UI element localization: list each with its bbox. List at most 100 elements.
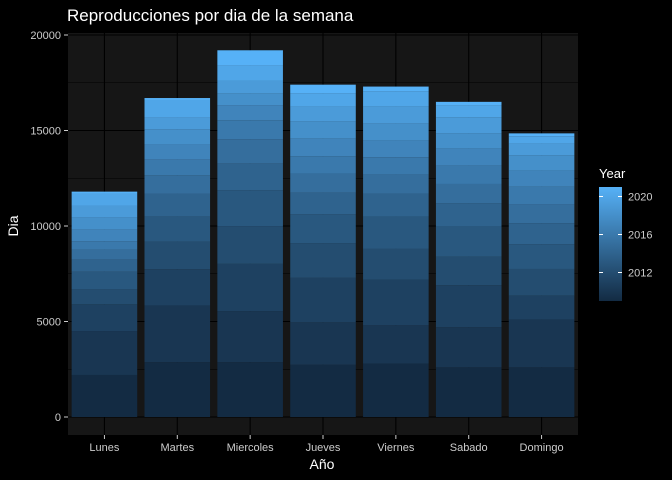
bar-segment: [508, 268, 575, 296]
bar-segment: [71, 229, 138, 242]
bar-segment: [508, 155, 575, 171]
bar-segment: [217, 93, 283, 106]
bar-segment: [290, 156, 356, 174]
bar-segment: [144, 305, 211, 363]
bar-segment: [363, 216, 429, 249]
y-axis-title: Dia: [5, 215, 21, 236]
x-axis-title: Año: [310, 456, 335, 472]
bar-segment: [290, 106, 356, 122]
bar-sabado: [435, 101, 502, 417]
bar-segment: [290, 84, 356, 94]
bar-segment: [435, 101, 502, 106]
legend-tick-label: 2016: [628, 230, 652, 242]
bar-segment: [217, 139, 283, 164]
bar-segment: [144, 241, 211, 270]
bar-segment: [363, 91, 429, 107]
bar-segment: [508, 186, 575, 205]
bar-segment: [144, 216, 211, 242]
bar-segment: [144, 362, 211, 417]
bar-segment: [144, 99, 211, 118]
bar-segment: [144, 98, 211, 100]
bar-segment: [217, 105, 283, 121]
bar-segment: [71, 304, 138, 332]
bar-segment: [435, 117, 502, 134]
x-tick-label: Martes: [160, 442, 194, 454]
bar-segment: [71, 331, 138, 375]
bar-segment: [290, 121, 356, 139]
bar-segment: [217, 80, 283, 94]
legend-ticks: 2012 2016 2020: [599, 192, 652, 280]
bar-segment: [144, 193, 211, 217]
bar-segment: [290, 322, 356, 365]
bar-segment: [71, 217, 138, 230]
bar-segment: [290, 173, 356, 193]
bar-segment: [144, 269, 211, 306]
bar-segment: [217, 163, 283, 191]
bar-miercoles: [217, 50, 283, 417]
bar-segment: [71, 193, 138, 206]
bar-segment: [71, 205, 138, 218]
y-tick-label: 5000: [37, 317, 61, 329]
bar-segment: [435, 256, 502, 286]
y-tick-label: 10000: [30, 221, 61, 233]
bar-segment: [363, 193, 429, 217]
legend-title: Year: [599, 166, 626, 181]
bar-segment: [290, 243, 356, 278]
bar-segment: [363, 174, 429, 194]
bar-lunes: [71, 191, 138, 417]
bar-martes: [144, 98, 211, 417]
bar-segment: [508, 204, 575, 224]
bar-segment: [508, 133, 575, 137]
x-tick-label: Viernes: [377, 442, 415, 454]
bar-segment: [435, 183, 502, 204]
legend: Year 2012 2016 2020: [599, 166, 652, 301]
bar-segment: [508, 170, 575, 187]
bar-viernes: [363, 86, 429, 417]
x-tick-label: Domingo: [520, 442, 564, 454]
bar-segment: [435, 367, 502, 417]
bar-segment: [363, 86, 429, 92]
bar-segment: [435, 285, 502, 328]
bar-segment: [435, 148, 502, 166]
bar-segment: [71, 374, 138, 417]
x-axis: Lunes Martes Miercoles Jueves Viernes Sabado D…: [89, 435, 564, 454]
bar-segment: [217, 263, 283, 312]
bar-segment: [144, 159, 211, 176]
x-tick-label: Sabado: [450, 442, 488, 454]
x-tick-label: Lunes: [89, 442, 119, 454]
bar-segment: [363, 157, 429, 175]
bar-segment: [71, 271, 138, 290]
bar-segment: [363, 106, 429, 124]
bar-domingo: [508, 133, 575, 417]
y-tick-label: 20000: [30, 30, 61, 42]
bar-segment: [144, 129, 211, 145]
bar-segment: [290, 214, 356, 244]
bar-segment: [217, 190, 283, 227]
legend-colorbar: [599, 187, 622, 301]
bar-segment: [144, 175, 211, 194]
bar-segment: [71, 249, 138, 260]
bar-segment: [217, 65, 283, 81]
bar-segment: [217, 50, 283, 66]
bar-segment: [71, 241, 138, 250]
bar-segment: [363, 248, 429, 280]
bar-segment: [290, 192, 356, 215]
bar-segment: [290, 93, 356, 107]
bar-segment: [435, 327, 502, 368]
x-tick-label: Miercoles: [227, 442, 275, 454]
bar-segment: [217, 311, 283, 363]
bar-segment: [435, 165, 502, 184]
legend-tick-label: 2012: [628, 268, 652, 280]
y-axis: 0 5000 10000 15000 20000: [30, 30, 68, 424]
bar-stacks: [71, 50, 575, 417]
bar-segment: [71, 191, 138, 194]
y-tick-label: 15000: [30, 126, 61, 138]
y-tick-label: 0: [55, 412, 61, 424]
bar-segment: [71, 259, 138, 272]
bar-segment: [363, 325, 429, 364]
bar-segment: [508, 223, 575, 245]
bar-segment: [508, 136, 575, 144]
bar-segment: [290, 277, 356, 323]
bar-segment: [217, 120, 283, 140]
